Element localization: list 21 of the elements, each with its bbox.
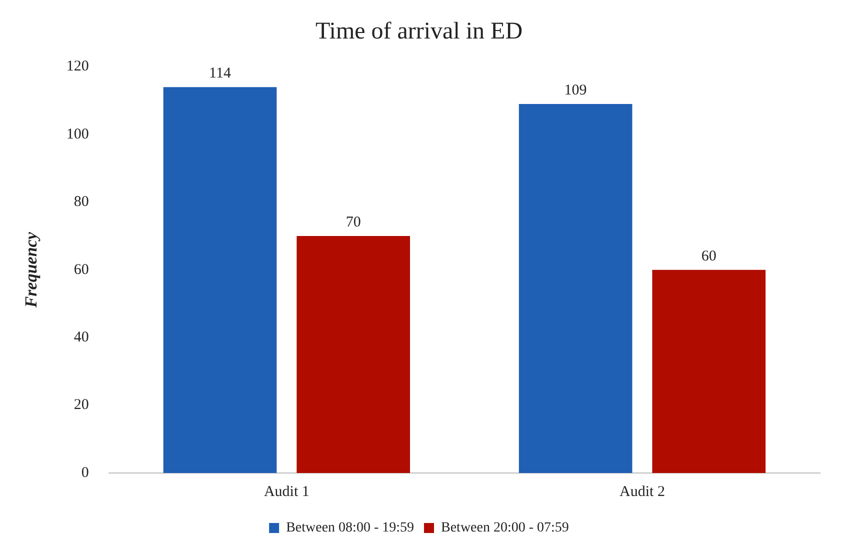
y-tick-label: 60 [74, 262, 89, 278]
chart-title: Time of arrival in ED [315, 18, 523, 45]
y-tick-label: 0 [81, 464, 89, 481]
bar [296, 236, 410, 473]
y-tick-label: 120 [66, 58, 89, 75]
y-tick-label: 100 [66, 126, 89, 142]
data-label: 114 [209, 66, 232, 82]
data-label: 109 [564, 82, 587, 98]
bar [163, 87, 277, 473]
legend-label: Between 20:00 - 07:59 [441, 520, 569, 536]
data-label: 70 [346, 214, 361, 230]
bar [652, 270, 766, 473]
x-tick-label: Audit 2 [620, 484, 665, 500]
bar [518, 104, 632, 473]
y-tick-label: 40 [74, 330, 89, 346]
legend-label: Between 08:00 - 19:59 [286, 520, 414, 536]
x-tick-label: Audit 1 [264, 484, 310, 500]
y-axis-title: Frequency [22, 232, 41, 309]
y-tick-label: 20 [74, 397, 89, 414]
data-label: 60 [701, 248, 716, 264]
y-tick-label: 80 [74, 194, 89, 210]
